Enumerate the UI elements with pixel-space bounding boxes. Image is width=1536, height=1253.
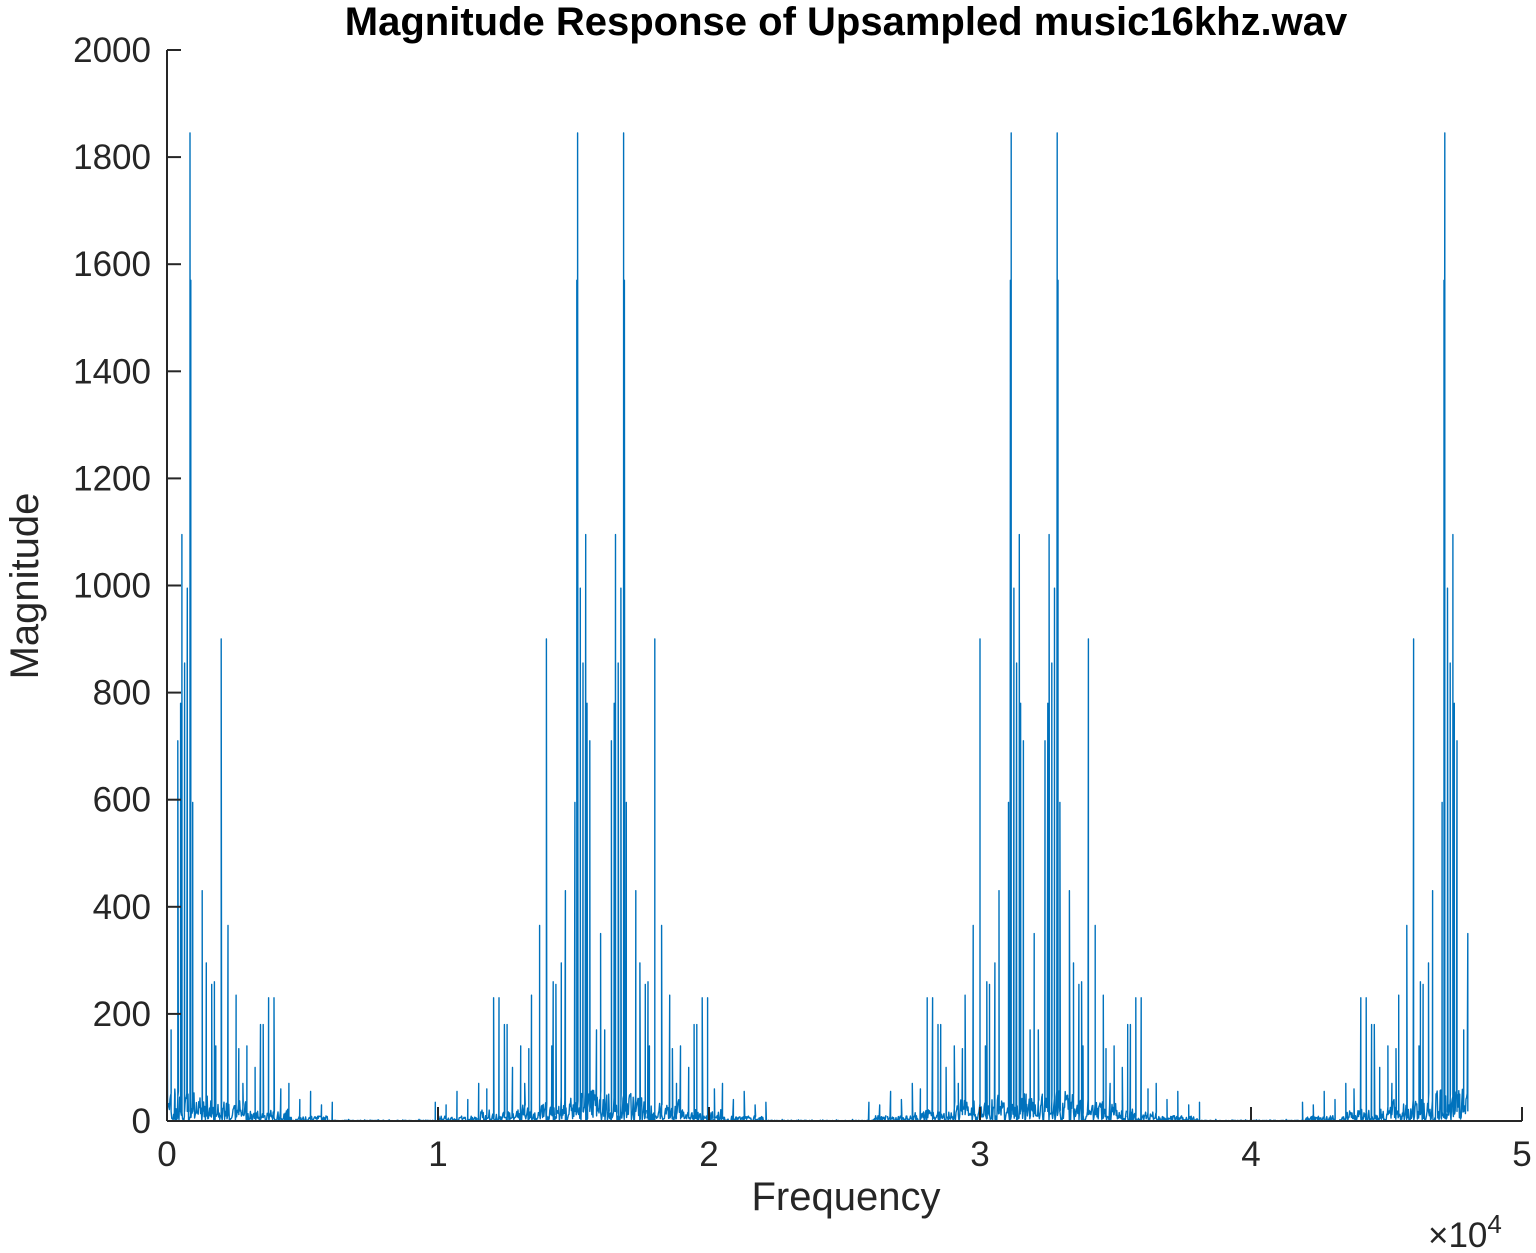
y-tick-label: 1200	[73, 459, 151, 498]
series-segment-1	[406, 132, 648, 1122]
y-tick-label: 1000	[73, 567, 151, 606]
axes	[166, 50, 1522, 1122]
x-exponent-base: ×10	[1428, 1216, 1487, 1253]
series-segment-5	[1366, 132, 1469, 1122]
x-tick-label: 3	[970, 1135, 989, 1174]
y-ticks: 0 200 400 600 800 1000 1200 1400 1600 1800 2000	[73, 31, 181, 1141]
y-tick-label: 200	[93, 995, 151, 1034]
x-tick-label: 2	[699, 1135, 718, 1174]
chart-title: Magnitude Response of Upsampled music16k…	[345, 0, 1348, 44]
series-segment-2	[646, 638, 887, 1122]
x-tick-label: 5	[1512, 1135, 1531, 1174]
x-tick-label: 1	[428, 1135, 447, 1174]
y-tick-label: 0	[132, 1102, 151, 1141]
y-tick-label: 1600	[73, 245, 151, 284]
y-tick-label: 800	[93, 674, 151, 713]
y-tick-label: 1400	[73, 352, 151, 391]
y-tick-label: 1800	[73, 138, 151, 177]
y-tick-label: 400	[93, 888, 151, 927]
y-tick-label: 2000	[73, 31, 151, 70]
x-tick-label: 4	[1241, 1135, 1260, 1174]
series-segment-3	[886, 132, 1128, 1122]
y-tick-label: 600	[93, 781, 151, 820]
series-segment-0	[166, 132, 408, 1122]
y-axis-label: Magnitude	[3, 493, 47, 680]
series-segment-4	[1126, 997, 1368, 1122]
x-exponent-label: ×104	[1428, 1209, 1502, 1253]
plot-series	[166, 132, 1469, 1122]
x-tick-label: 0	[157, 1135, 176, 1174]
x-exponent-power: 4	[1487, 1209, 1501, 1239]
x-ticks: 0 1 2 3 4 5	[157, 1107, 1532, 1174]
x-axis-label: Frequency	[752, 1175, 941, 1219]
